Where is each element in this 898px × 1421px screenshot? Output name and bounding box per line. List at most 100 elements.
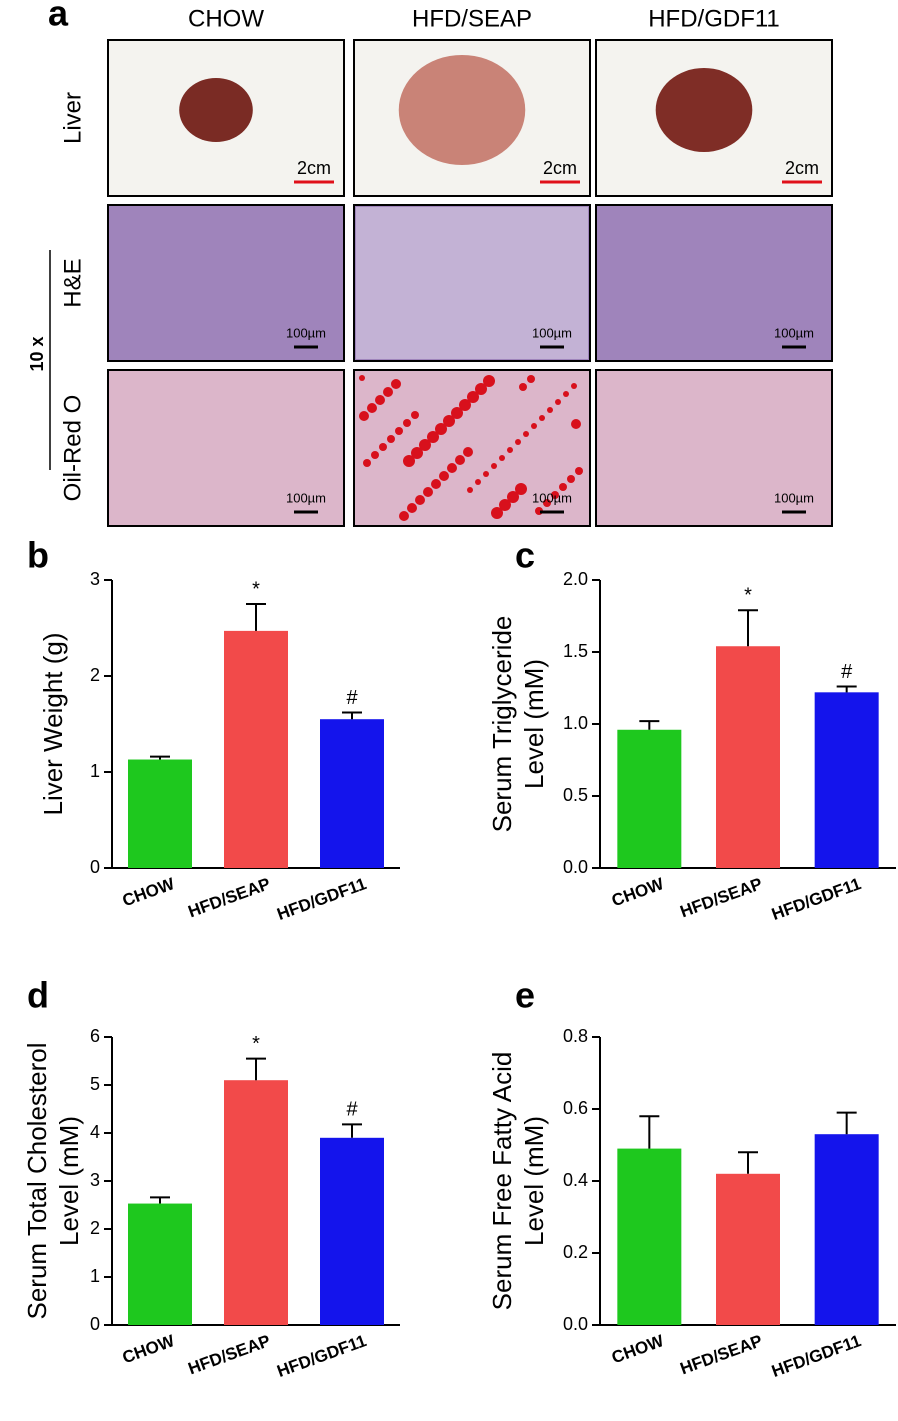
y-tick-label: 3 bbox=[90, 569, 100, 589]
y-tick-label: 1 bbox=[90, 761, 100, 781]
lipid-droplet bbox=[387, 435, 395, 443]
y-axis-label: Liver Weight (g) bbox=[38, 632, 68, 815]
column-label: HFD/GDF11 bbox=[648, 5, 780, 32]
x-tick-label: HFD/GDF11 bbox=[769, 1331, 863, 1381]
bar bbox=[128, 1203, 192, 1325]
x-tick-label: CHOW bbox=[609, 874, 667, 911]
y-tick-label: 1.5 bbox=[563, 641, 588, 661]
lipid-droplet bbox=[403, 419, 411, 427]
error-bar bbox=[150, 755, 170, 760]
lipid-droplet bbox=[367, 403, 377, 413]
scale-label: 100µm bbox=[774, 325, 814, 340]
lipid-droplet bbox=[359, 411, 369, 421]
row-label: Liver bbox=[59, 92, 86, 144]
lipid-droplet bbox=[467, 391, 479, 403]
lipid-droplet bbox=[435, 423, 447, 435]
y-tick-label: 3 bbox=[90, 1170, 100, 1190]
lipid-droplet bbox=[455, 455, 465, 465]
error-bar bbox=[836, 685, 857, 693]
lipid-droplet bbox=[483, 471, 489, 477]
lipid-droplet bbox=[383, 387, 393, 397]
y-tick-label: 0.5 bbox=[563, 785, 588, 805]
column-label: CHOW bbox=[188, 5, 264, 32]
scale-label: 2cm bbox=[297, 158, 331, 178]
panel-label: a bbox=[48, 0, 69, 34]
panel-label: c bbox=[515, 535, 535, 576]
lipid-droplet bbox=[543, 499, 551, 507]
y-tick-label: 0.8 bbox=[563, 1026, 588, 1046]
significance-mark: # bbox=[346, 1099, 358, 1121]
lipid-droplet bbox=[463, 447, 473, 457]
bar bbox=[814, 692, 879, 868]
lipid-droplet bbox=[395, 427, 403, 435]
lipid-droplet bbox=[407, 503, 417, 513]
lipid-droplet bbox=[567, 475, 575, 483]
lipid-droplet bbox=[499, 499, 511, 511]
y-axis-label: Serum Free Fatty Acid bbox=[487, 1052, 517, 1311]
y-tick-label: 0 bbox=[90, 857, 100, 877]
lipid-droplet bbox=[399, 511, 409, 521]
image-tile bbox=[107, 204, 345, 362]
lipid-droplet bbox=[559, 483, 567, 491]
scale-label: 2cm bbox=[543, 158, 577, 178]
bar bbox=[617, 1148, 682, 1325]
error-bar bbox=[246, 603, 266, 631]
y-tick-label: 5 bbox=[90, 1074, 100, 1094]
lipid-droplet bbox=[459, 399, 471, 411]
lipid-droplet bbox=[571, 419, 581, 429]
scale-label: 100µm bbox=[532, 490, 572, 505]
lipid-droplet bbox=[427, 431, 439, 443]
y-tick-label: 0.2 bbox=[563, 1242, 588, 1262]
lipid-droplet bbox=[563, 391, 569, 397]
magnification: 10 x bbox=[27, 336, 47, 371]
vacuole-texture bbox=[356, 207, 588, 359]
error-bar bbox=[738, 1151, 758, 1174]
lipid-droplet bbox=[419, 439, 431, 451]
lipid-droplet bbox=[571, 383, 577, 389]
y-tick-label: 0.6 bbox=[563, 1098, 588, 1118]
lipid-droplet bbox=[499, 455, 505, 461]
image-tile bbox=[107, 369, 345, 527]
lipid-droplet bbox=[547, 407, 553, 413]
y-tick-label: 1 bbox=[90, 1266, 100, 1286]
lipid-droplet bbox=[551, 491, 559, 499]
lipid-droplet bbox=[515, 439, 521, 445]
bar bbox=[617, 729, 682, 868]
y-tick-label: 6 bbox=[90, 1026, 100, 1046]
x-tick-label: HFD/GDF11 bbox=[275, 874, 369, 924]
bar bbox=[224, 630, 288, 868]
error-bar bbox=[150, 1196, 170, 1204]
lipid-droplet bbox=[483, 375, 495, 387]
lipid-droplet bbox=[475, 479, 481, 485]
bar bbox=[224, 1080, 288, 1325]
lipid-droplet bbox=[415, 495, 425, 505]
y-axis-label: Level (mM) bbox=[54, 1116, 84, 1246]
x-tick-label: CHOW bbox=[120, 874, 178, 911]
y-tick-label: 2.0 bbox=[563, 569, 588, 589]
lipid-droplet bbox=[443, 415, 455, 427]
lipid-droplet bbox=[439, 471, 449, 481]
bar bbox=[716, 1173, 780, 1325]
error-bar bbox=[738, 609, 758, 647]
error-bar bbox=[342, 1123, 362, 1138]
lipid-droplet bbox=[391, 379, 401, 389]
error-bar bbox=[246, 1057, 266, 1081]
liver-photo bbox=[655, 68, 753, 152]
x-tick-label: HFD/SEAP bbox=[678, 874, 765, 921]
lipid-droplet bbox=[447, 463, 457, 473]
bar bbox=[814, 1134, 879, 1325]
lipid-droplet bbox=[531, 423, 537, 429]
scale-label: 100µm bbox=[286, 325, 326, 340]
x-tick-label: CHOW bbox=[609, 1331, 667, 1368]
y-tick-label: 4 bbox=[90, 1122, 100, 1142]
lipid-droplet bbox=[371, 451, 379, 459]
lipid-droplet bbox=[431, 479, 441, 489]
scale-label: 2cm bbox=[785, 158, 819, 178]
panel-label: e bbox=[515, 975, 535, 1016]
image-tile bbox=[595, 369, 833, 527]
lipid-droplet bbox=[527, 375, 535, 383]
lipid-droplet bbox=[379, 443, 387, 451]
significance-mark: # bbox=[841, 661, 853, 683]
lipid-droplet bbox=[515, 483, 527, 495]
significance-mark: * bbox=[252, 1033, 260, 1055]
